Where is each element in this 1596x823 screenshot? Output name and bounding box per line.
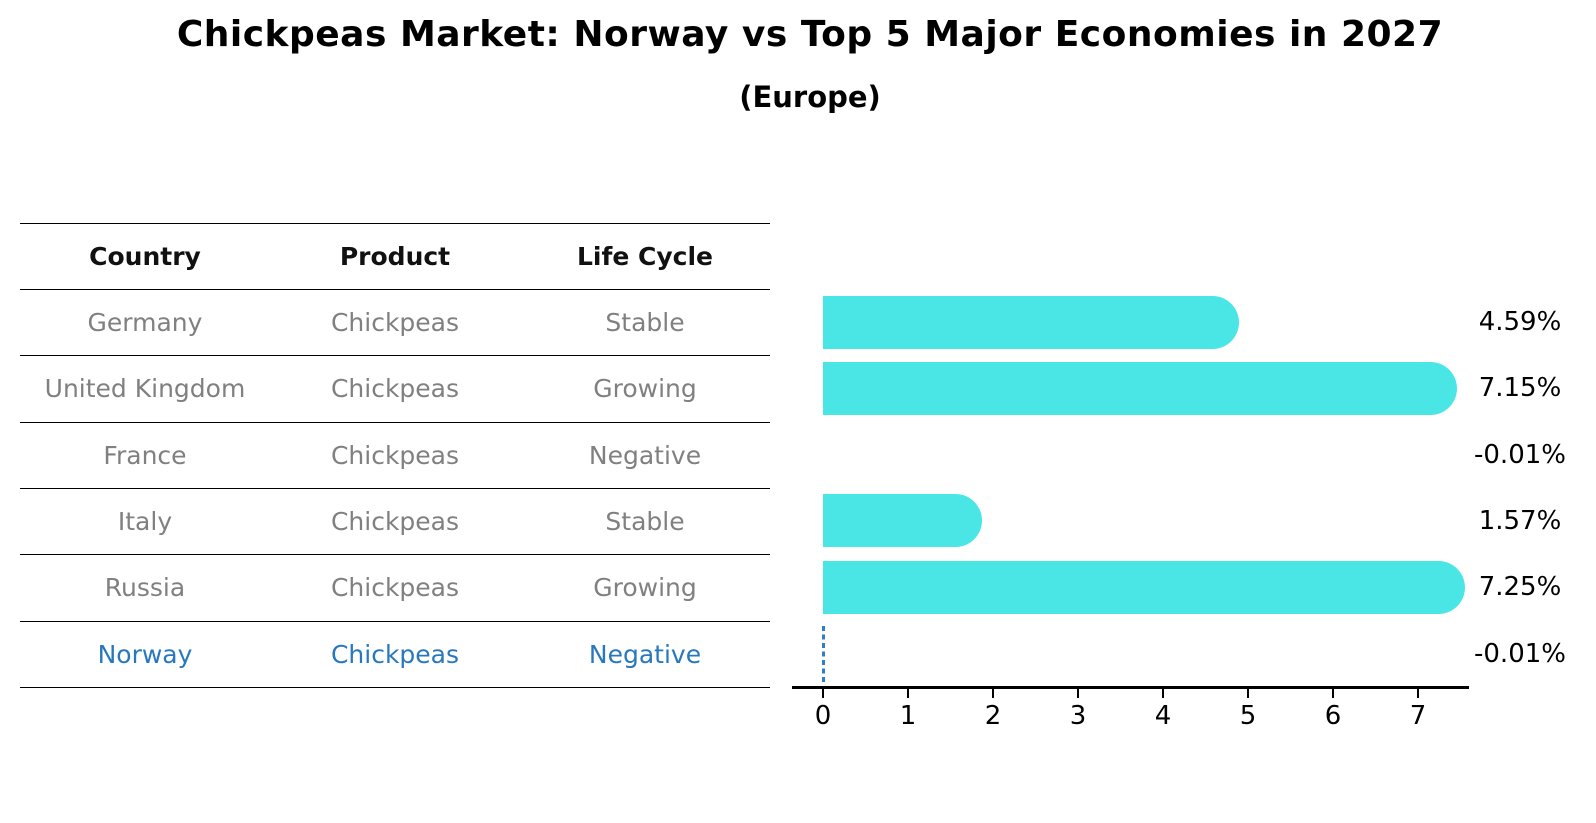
zero-dashed-marker-norway xyxy=(821,625,825,682)
value-label-russia: 7.25% xyxy=(1478,572,1562,603)
table-header-row: Country Product Life Cycle xyxy=(20,224,770,290)
table-row-norway: Norway Chickpeas Negative xyxy=(20,622,770,688)
cell-country: Norway xyxy=(97,639,193,669)
cell-product: Chickpeas xyxy=(330,308,460,338)
x-tick-mark-5 xyxy=(1246,688,1250,698)
x-tick-mark-7 xyxy=(1416,688,1420,698)
cell-life-cycle: Negative xyxy=(588,440,702,470)
column-header-life-cycle: Life Cycle xyxy=(576,242,714,271)
value-label-united-kingdom: 7.15% xyxy=(1478,373,1562,404)
cell-life-cycle: Stable xyxy=(605,308,685,338)
value-label-norway: -0.01% xyxy=(1474,638,1566,669)
bar-russia xyxy=(823,560,1466,614)
cell-product: Chickpeas xyxy=(330,374,460,404)
cell-country: Germany xyxy=(87,308,203,338)
bar-germany xyxy=(823,295,1240,349)
x-tick-label-2: 2 xyxy=(984,701,1002,731)
x-axis-line xyxy=(792,686,1469,689)
cell-country: United Kingdom xyxy=(44,374,246,404)
value-label-italy: 1.57% xyxy=(1478,505,1562,536)
x-tick-mark-6 xyxy=(1331,688,1335,698)
x-tick-label-1: 1 xyxy=(899,701,917,731)
x-tick-mark-2 xyxy=(991,688,995,698)
x-tick-label-3: 3 xyxy=(1069,701,1087,731)
bar-italy xyxy=(823,494,983,548)
x-tick-label-7: 7 xyxy=(1409,701,1427,731)
cell-country: France xyxy=(103,440,187,470)
cell-country: Italy xyxy=(117,507,173,537)
bar-row-germany xyxy=(823,289,1483,355)
bar-united-kingdom xyxy=(823,361,1457,415)
cell-life-cycle: Growing xyxy=(593,573,697,603)
value-label-germany: 4.59% xyxy=(1478,307,1562,337)
value-label-france: -0.01% xyxy=(1474,439,1566,470)
table-row-united-kingdom: United Kingdom Chickpeas Growing xyxy=(20,356,770,423)
bar-plot-area xyxy=(821,289,1483,687)
cell-product: Chickpeas xyxy=(330,507,460,537)
x-tick-label-6: 6 xyxy=(1324,701,1342,731)
bar-row-united-kingdom xyxy=(823,355,1483,421)
cell-country: Russia xyxy=(104,573,186,603)
x-tick-mark-3 xyxy=(1076,688,1080,698)
x-tick-mark-1 xyxy=(906,688,910,698)
figure-subtitle: (Europe) xyxy=(739,80,881,114)
bar-row-russia xyxy=(823,554,1483,620)
table-row-france: France Chickpeas Negative xyxy=(20,423,770,489)
column-header-product: Product xyxy=(339,242,451,271)
cell-life-cycle: Negative xyxy=(588,639,702,669)
cell-product: Chickpeas xyxy=(330,639,460,669)
x-tick-mark-0 xyxy=(821,688,825,698)
figure-title: Chickpeas Market: Norway vs Top 5 Major … xyxy=(176,14,1444,55)
cell-life-cycle: Stable xyxy=(605,507,685,537)
cell-product: Chickpeas xyxy=(330,440,460,470)
bar-row-norway xyxy=(821,621,1483,687)
x-tick-label-4: 4 xyxy=(1154,701,1172,731)
x-tick-label-5: 5 xyxy=(1239,701,1257,731)
bar-row-italy xyxy=(823,488,1483,554)
table-row-germany: Germany Chickpeas Stable xyxy=(20,290,770,357)
table-body: Germany Chickpeas Stable United Kingdom Chic… xyxy=(20,290,770,688)
x-tick-mark-4 xyxy=(1161,688,1165,698)
table-row-italy: Italy Chickpeas Stable xyxy=(20,489,770,556)
country-table: Country Product Life Cycle Germany Chickp… xyxy=(20,223,770,688)
cell-product: Chickpeas xyxy=(330,573,460,603)
table-row-russia: Russia Chickpeas Growing xyxy=(20,555,770,622)
bar-row-france xyxy=(823,422,1483,488)
cell-life-cycle: Growing xyxy=(593,374,697,404)
column-header-country: Country xyxy=(89,242,201,271)
x-tick-label-0: 0 xyxy=(814,701,832,731)
